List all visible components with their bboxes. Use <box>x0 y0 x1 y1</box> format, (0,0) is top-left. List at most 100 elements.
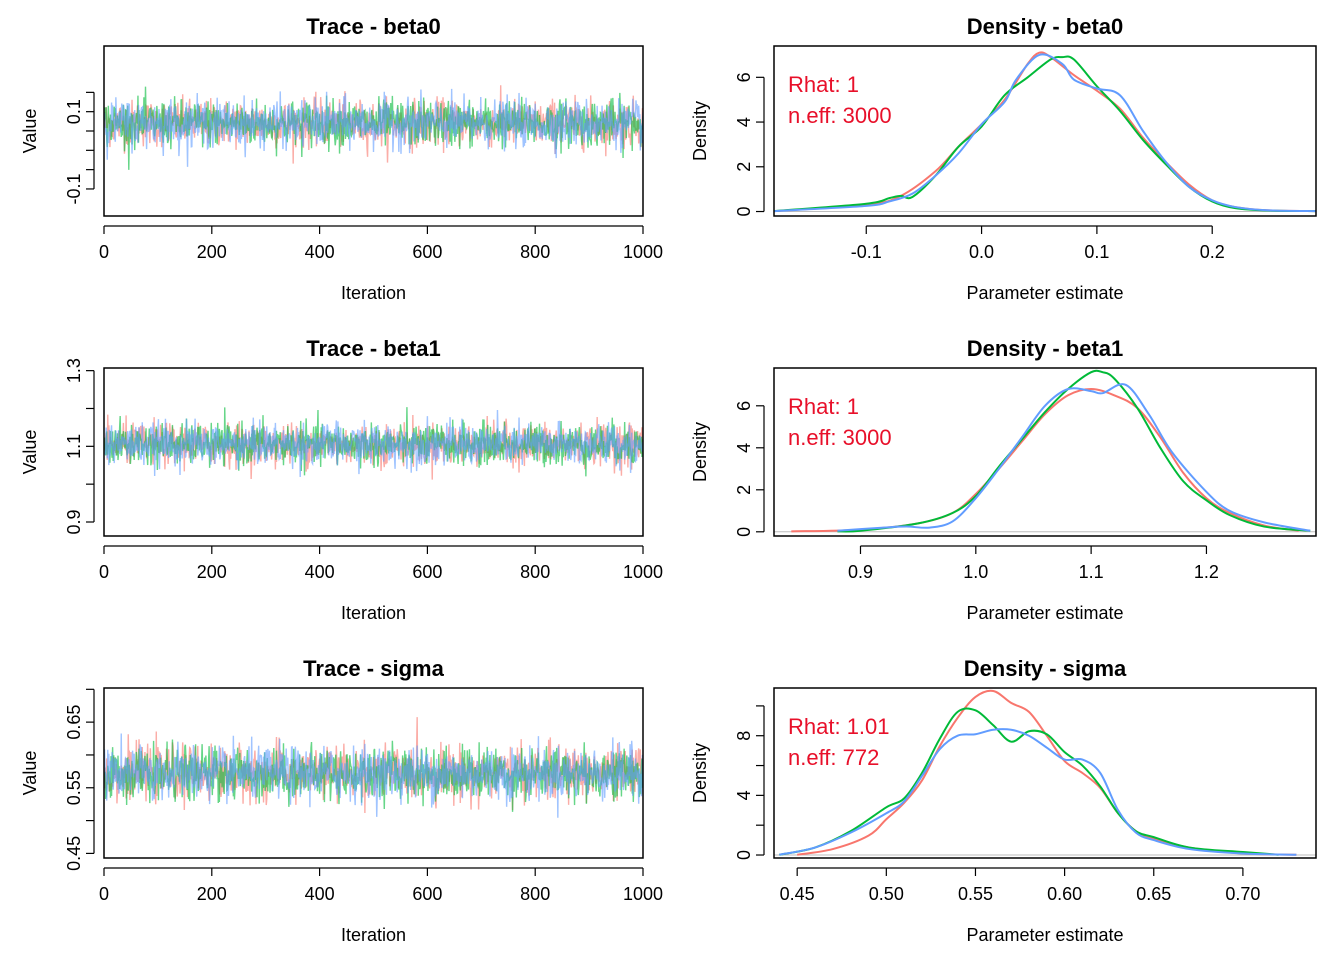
x-tick-label: 0.60 <box>1047 884 1082 904</box>
y-tick-label: 0.9 <box>64 509 84 534</box>
panel-trace-beta1: Trace - beta1 0 200 400 600 800 1000 Iteration 0… <box>20 336 663 623</box>
y-tick-label: 6 <box>734 401 754 411</box>
panel-title: Density - sigma <box>964 656 1127 681</box>
x-tick-label: 0.55 <box>958 884 993 904</box>
panel-density-sigma: Density - sigma 0.45 0.50 0.55 0.60 0.65 0.70 P… <box>690 656 1317 945</box>
y-tick-label: 0 <box>734 850 754 860</box>
x-tick-label: 200 <box>197 562 227 582</box>
plot-area <box>774 51 1316 213</box>
density-series-3 <box>837 383 1311 532</box>
y-tick-label: 2 <box>734 485 754 495</box>
y-tick-label: 2 <box>734 162 754 172</box>
rhat-annotation: Rhat: 1.01 <box>788 714 890 739</box>
y-tick-label: 4 <box>734 790 754 800</box>
y-tick-label: 4 <box>734 443 754 453</box>
plot-area <box>774 369 1316 533</box>
plot-area <box>104 85 643 170</box>
x-tick-label: 0.65 <box>1136 884 1171 904</box>
y-tick-label: 6 <box>734 72 754 82</box>
y-tick-label: 0 <box>734 527 754 537</box>
y-axis-label: Value <box>20 751 40 796</box>
x-tick-label: 0 <box>99 884 109 904</box>
plot-area <box>774 689 1316 856</box>
y-tick-label: 8 <box>734 731 754 741</box>
trace-series-3 <box>104 410 643 477</box>
y-tick-label: -0.1 <box>64 173 84 204</box>
x-tick-label: 400 <box>305 242 335 262</box>
y-tick-label: 0.65 <box>64 705 84 740</box>
rhat-annotation: Rhat: 1 <box>788 394 859 419</box>
x-axis-label: Iteration <box>341 925 406 945</box>
x-tick-label: 0.9 <box>848 562 873 582</box>
neff-annotation: n.eff: 772 <box>788 745 879 770</box>
x-tick-label: 400 <box>305 884 335 904</box>
y-axis-label: Density <box>690 101 710 161</box>
plot-area <box>104 407 643 480</box>
plot-frame <box>103 45 644 217</box>
x-tick-label: 0.2 <box>1200 242 1225 262</box>
x-tick-label: 600 <box>412 884 442 904</box>
x-tick-label: 0.50 <box>869 884 904 904</box>
density-series-3 <box>779 728 1297 856</box>
plot-frame <box>773 367 1317 537</box>
x-axis-label: Parameter estimate <box>966 603 1123 623</box>
x-tick-label: 1.1 <box>1079 562 1104 582</box>
x-tick-label: 600 <box>412 242 442 262</box>
x-tick-label: 1000 <box>623 884 663 904</box>
y-tick-label: 0.1 <box>64 99 84 124</box>
density-series-1 <box>791 387 1299 533</box>
panel-title: Trace - beta0 <box>306 14 441 39</box>
y-tick-label: 1.1 <box>64 434 84 459</box>
y-axis-label: Value <box>20 430 40 475</box>
x-tick-label: 0 <box>99 562 109 582</box>
x-axis-label: Iteration <box>341 603 406 623</box>
y-axis-label: Density <box>690 422 710 482</box>
x-tick-label: 800 <box>520 242 550 262</box>
x-tick-label: -0.1 <box>851 242 882 262</box>
x-tick-label: 0 <box>99 242 109 262</box>
x-axis-label: Parameter estimate <box>966 283 1123 303</box>
y-axis-label: Density <box>690 743 710 803</box>
panel-title: Density - beta0 <box>967 14 1124 39</box>
x-tick-label: 400 <box>305 562 335 582</box>
x-tick-label: 0.0 <box>969 242 994 262</box>
neff-annotation: n.eff: 3000 <box>788 103 892 128</box>
panel-title: Trace - beta1 <box>306 336 441 361</box>
panel-trace-beta0: Trace - beta0 0 200 400 600 800 1000 Iteration -… <box>20 14 663 303</box>
rhat-annotation: Rhat: 1 <box>788 72 859 97</box>
plot-area <box>104 717 643 818</box>
panel-title: Trace - sigma <box>303 656 444 681</box>
y-tick-label: 1.3 <box>64 358 84 383</box>
trace-series-3 <box>104 88 643 167</box>
neff-annotation: n.eff: 3000 <box>788 425 892 450</box>
x-tick-label: 1000 <box>623 562 663 582</box>
x-axis-label: Parameter estimate <box>966 925 1123 945</box>
x-axis-label: Iteration <box>341 283 406 303</box>
density-series-3 <box>774 53 1316 213</box>
x-tick-label: 0.45 <box>780 884 815 904</box>
plot-frame <box>773 45 1317 217</box>
x-tick-label: 200 <box>197 242 227 262</box>
x-tick-label: 800 <box>520 562 550 582</box>
panel-density-beta1: Density - beta1 0.9 1.0 1.1 1.2 Parameter est… <box>690 336 1317 623</box>
panel-title: Density - beta1 <box>967 336 1124 361</box>
y-tick-label: 0 <box>734 207 754 217</box>
x-tick-label: 800 <box>520 884 550 904</box>
plot-frame <box>103 367 644 537</box>
x-tick-label: 200 <box>197 884 227 904</box>
x-tick-label: 1000 <box>623 242 663 262</box>
y-tick-label: 0.55 <box>64 770 84 805</box>
density-series-2 <box>837 369 1311 533</box>
x-tick-label: 600 <box>412 562 442 582</box>
y-tick-label: 4 <box>734 117 754 127</box>
x-tick-label: 0.1 <box>1084 242 1109 262</box>
x-tick-label: 1.2 <box>1194 562 1219 582</box>
plot-frame <box>103 687 644 859</box>
y-axis-label: Value <box>20 109 40 154</box>
y-tick-label: 0.45 <box>64 836 84 871</box>
density-series-2 <box>779 707 1279 856</box>
x-tick-label: 1.0 <box>963 562 988 582</box>
panel-trace-sigma: Trace - sigma 0 200 400 600 800 1000 Iteration 0… <box>20 656 663 945</box>
plot-frame <box>773 687 1317 859</box>
